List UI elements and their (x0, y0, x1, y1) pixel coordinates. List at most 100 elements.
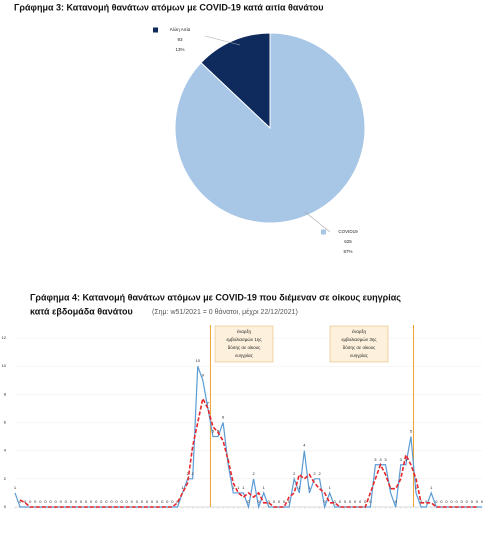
data-label: 10 (196, 358, 201, 363)
data-label: 0 (151, 499, 154, 504)
annotation-text: εμβολιασμών 3ης (341, 336, 377, 342)
data-label: 0 (344, 499, 347, 504)
data-label: 0 (24, 499, 27, 504)
data-label: 3 (374, 457, 377, 462)
data-label: 0 (110, 499, 113, 504)
data-label: 0 (161, 499, 164, 504)
data-label: 0 (420, 499, 423, 504)
data-label: 1 (237, 485, 240, 490)
annotation-text: εμβολιασμών 1ης (226, 336, 262, 342)
data-label: 2 (186, 471, 189, 476)
data-label: 1 (390, 485, 393, 490)
data-label: 3 (384, 457, 387, 462)
line-subtitle: (Σημ: w51/2021 = 0 θάνατοι, μέχρι 22/12/… (152, 308, 298, 316)
data-label: 0 (90, 499, 93, 504)
data-label: 5 (410, 429, 413, 434)
y-tick-label: 12 (2, 335, 7, 340)
data-label: 0 (136, 499, 139, 504)
data-label: 0 (273, 499, 276, 504)
data-label: 0 (476, 499, 479, 504)
data-label: 0 (435, 499, 438, 504)
data-label: 0 (115, 499, 118, 504)
data-label: 0 (349, 499, 352, 504)
data-label: 5 (217, 429, 220, 434)
data-label: 1 (329, 485, 332, 490)
pie-slice (174, 32, 366, 224)
data-label: 0 (334, 499, 337, 504)
pie-value: 93 (177, 37, 183, 42)
data-label: 0 (156, 499, 159, 504)
pie-category: COVID19 (338, 229, 358, 234)
annotation-text: έναρξη (237, 328, 251, 334)
legend-swatch (321, 229, 326, 235)
data-label: 9 (202, 372, 205, 377)
data-label: 0 (364, 499, 367, 504)
data-label: 0 (44, 499, 47, 504)
annotation-text: δόσης σε οίκους (343, 344, 376, 350)
pie-title: Γράφημα 3: Κατανομή θανάτων ατόμων με CO… (14, 2, 323, 12)
legend-swatch (153, 27, 158, 33)
annotation-text: δόσης σε οίκους (228, 344, 261, 350)
data-label: 1 (181, 485, 184, 490)
data-label: 0 (425, 499, 428, 504)
data-label: 0 (70, 499, 73, 504)
y-tick-label: 8 (4, 391, 7, 396)
data-label: 0 (126, 499, 129, 504)
data-label: 0 (481, 499, 484, 504)
data-label: 0 (471, 499, 474, 504)
data-label: 0 (85, 499, 88, 504)
data-label: 0 (283, 499, 286, 504)
data-label: 0 (450, 499, 453, 504)
data-label: 1 (415, 485, 418, 490)
data-label: 0 (359, 499, 362, 504)
data-label: 2 (252, 471, 255, 476)
data-label: 0 (171, 499, 174, 504)
leader-line (304, 211, 331, 233)
pie-share: 13% (175, 47, 184, 52)
data-label: 0 (456, 499, 459, 504)
data-label: 0 (258, 499, 261, 504)
data-label: 2 (313, 471, 316, 476)
data-label: 0 (95, 499, 98, 504)
y-tick-label: 0 (4, 504, 7, 509)
data-label: 0 (247, 499, 250, 504)
data-label: 0 (131, 499, 134, 504)
y-tick-label: 10 (2, 363, 7, 368)
data-label: 1 (308, 485, 311, 490)
pie-slice (200, 32, 271, 130)
data-label: 0 (60, 499, 63, 504)
line-title: Γράφημα 4: Κατανομή θανάτων ατόμων με CO… (30, 292, 401, 302)
data-label: 7 (207, 400, 210, 405)
annotation-text: ευηγρίας (350, 353, 368, 358)
y-tick-label: 4 (4, 448, 7, 453)
data-label: 0 (39, 499, 42, 504)
data-label: 0 (100, 499, 103, 504)
data-label: 0 (369, 499, 372, 504)
annotation-text: ευηγρίας (235, 353, 253, 358)
data-label: 0 (440, 499, 443, 504)
data-label: 0 (278, 499, 281, 504)
annotation-text: έναρξη (352, 328, 366, 334)
data-label: 0 (166, 499, 169, 504)
data-label: 0 (466, 499, 469, 504)
data-label: 0 (105, 499, 108, 504)
data-label: 4 (303, 443, 306, 448)
data-label: 0 (29, 499, 32, 504)
annotation-box (214, 325, 274, 363)
data-label: 0 (19, 499, 22, 504)
data-label: 0 (395, 499, 398, 504)
data-label: 0 (49, 499, 52, 504)
pie-value: 625 (344, 239, 352, 244)
leader-line (204, 35, 241, 46)
data-label: 0 (120, 499, 123, 504)
y-tick-label: 6 (4, 420, 7, 425)
data-label: 0 (324, 499, 327, 504)
pie-share: 87% (343, 249, 352, 254)
data-label: 0 (339, 499, 342, 504)
data-label: 3 (379, 457, 382, 462)
data-label: 3 (405, 457, 408, 462)
data-label: 5 (212, 429, 215, 434)
data-label: 0 (65, 499, 68, 504)
data-label: 2 (192, 471, 195, 476)
